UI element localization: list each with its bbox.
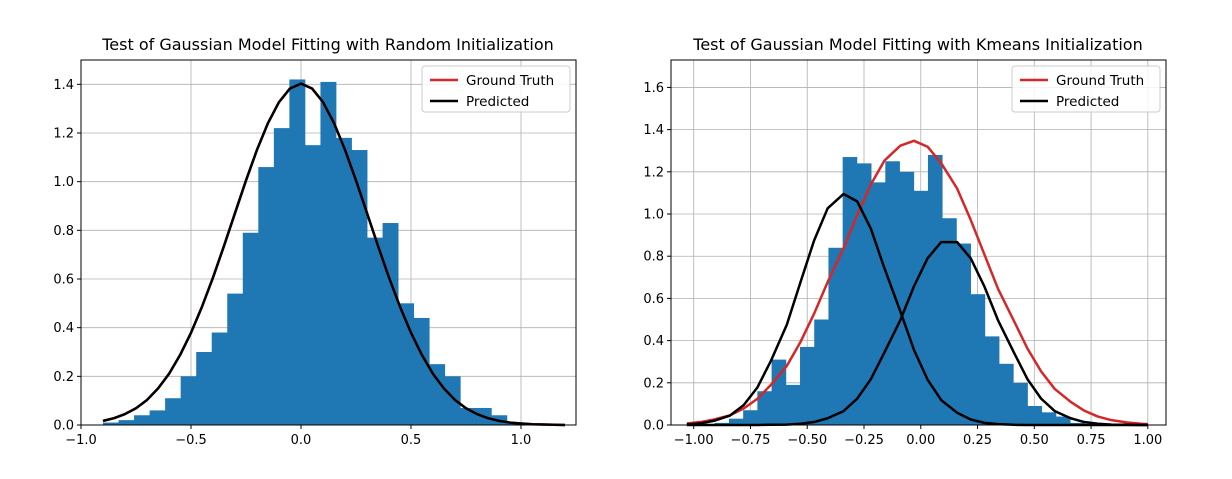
y-tick-label: 0.8: [53, 224, 74, 239]
y-tick-label: 0.2: [643, 376, 664, 391]
histogram-bar: [165, 398, 182, 425]
histogram-bar: [180, 376, 197, 425]
legend-label-ground-truth: Ground Truth: [1056, 73, 1144, 89]
histogram-bar: [289, 79, 306, 425]
histogram-bar: [103, 422, 119, 425]
histogram-bar: [242, 232, 259, 425]
histogram-bar: [984, 336, 1000, 425]
histogram-bar: [149, 410, 166, 425]
chart-title: Test of Gaussian Model Fitting with Kmea…: [692, 35, 1142, 54]
x-tick-label: −0.75: [731, 433, 771, 448]
y-tick-label: 1.2: [643, 165, 664, 180]
histogram-bar: [757, 391, 772, 425]
y-tick-label: 1.0: [53, 175, 74, 190]
histogram-bar: [899, 171, 915, 425]
histogram-bar: [227, 293, 244, 425]
y-tick-label: 1.4: [53, 78, 74, 93]
histogram-bar: [273, 128, 290, 425]
histogram-bar: [382, 223, 399, 425]
x-tick-label: 1.0: [511, 433, 532, 448]
histogram-bar: [856, 163, 872, 425]
series-line-predicted: [102, 82, 566, 427]
x-tick-label: 1.00: [1133, 433, 1162, 448]
y-tick-label: 1.4: [643, 123, 664, 138]
axes-frame: [80, 59, 577, 426]
y-tick-label: 0.6: [643, 292, 664, 307]
histogram-bar: [196, 352, 213, 425]
y-tick-label: 0.4: [643, 334, 664, 349]
histogram-bar: [1055, 416, 1071, 425]
x-tick-label: 0.5: [401, 433, 422, 448]
histogram-bar: [134, 415, 150, 425]
x-tick-label: 0.75: [1077, 433, 1106, 448]
x-tick-label: −0.50: [787, 433, 827, 448]
chart-random-init: Test of Gaussian Model Fitting with Rand…: [53, 35, 577, 448]
histogram-bar: [304, 145, 321, 425]
x-tick-label: −0.5: [175, 433, 207, 448]
y-tick-label: 0.8: [643, 250, 664, 265]
histogram-bar: [913, 190, 929, 425]
y-tick-label: 0.6: [53, 273, 74, 288]
histogram-bar: [1041, 412, 1057, 425]
x-tick-label: 0.0: [291, 433, 312, 448]
histogram-bar: [743, 410, 758, 425]
histogram-bar: [351, 150, 368, 426]
histogram-bar: [771, 359, 787, 425]
histogram-bar: [429, 364, 446, 425]
histogram-bar: [211, 332, 228, 425]
legend-label-ground-truth: Ground Truth: [466, 73, 554, 89]
histogram-bar: [444, 376, 461, 425]
x-tick-label: 0.50: [1020, 433, 1049, 448]
legend-label-predicted: Predicted: [466, 94, 529, 110]
y-tick-label: 0.2: [53, 370, 74, 385]
histogram-bar: [800, 346, 815, 425]
histogram-bar: [927, 154, 943, 425]
histogram-bar: [814, 319, 829, 425]
x-tick-label: −0.25: [844, 433, 884, 448]
histogram-bar: [828, 247, 844, 425]
histogram-bar: [728, 418, 744, 425]
series-line-ground-truth: [686, 139, 1148, 426]
histogram-bar: [871, 182, 886, 425]
histogram-bar: [999, 363, 1014, 425]
histogram-bar: [942, 218, 957, 425]
histogram-bar: [398, 303, 415, 425]
y-tick-label: 1.0: [643, 208, 664, 223]
histogram-bar: [118, 420, 135, 425]
chart-kmeans-init: Test of Gaussian Model Fitting with Kmea…: [643, 35, 1167, 448]
x-tick-label: −1.00: [674, 433, 714, 448]
y-tick-label: 0.0: [643, 419, 664, 434]
histogram-bar: [785, 384, 801, 425]
histogram-bar: [1013, 382, 1028, 425]
y-tick-label: 0.4: [53, 321, 74, 336]
x-tick-label: −1.0: [65, 433, 97, 448]
histogram-bar: [320, 81, 337, 426]
legend-box: [1011, 65, 1161, 113]
axes-frame: [670, 59, 1167, 426]
legend-label-predicted: Predicted: [1056, 94, 1119, 110]
y-tick-label: 0.0: [53, 419, 74, 434]
histogram-bar: [367, 237, 383, 425]
histogram-bar: [970, 294, 986, 425]
chart-title: Test of Gaussian Model Fitting with Rand…: [101, 35, 554, 54]
legend: Ground Truth Predicted: [1011, 65, 1161, 113]
x-tick-label: 0.00: [906, 433, 935, 448]
histogram-bar: [413, 317, 430, 425]
legend: Ground Truth Predicted: [421, 65, 571, 113]
legend-box: [421, 65, 571, 113]
y-tick-label: 1.6: [643, 81, 664, 96]
histogram-bar: [258, 167, 275, 426]
histogram-bar: [1027, 406, 1043, 425]
x-tick-label: 0.25: [963, 433, 992, 448]
y-tick-label: 1.2: [53, 127, 74, 142]
histogram-bar: [956, 243, 971, 425]
histogram-bar: [335, 137, 352, 425]
